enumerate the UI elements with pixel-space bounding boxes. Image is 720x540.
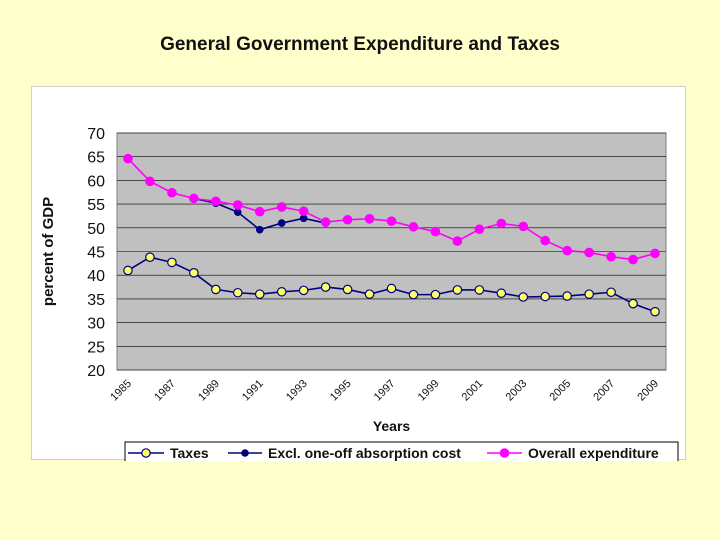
x-tick-2009: 2009: [635, 378, 661, 404]
y-tick-55: 55: [87, 197, 105, 214]
y-tick-65: 65: [87, 150, 105, 167]
point-taxes-1991: [254, 289, 265, 299]
legend-excl-label: Excl. one-off absorption cost: [268, 445, 461, 461]
legend-box: [124, 441, 679, 461]
point-excl-1990: [233, 208, 242, 216]
point-overall-1986: [145, 176, 155, 187]
y-tick-50: 50: [87, 221, 105, 238]
point-overall-1988: [189, 193, 199, 204]
point-taxes-1990: [232, 287, 243, 298]
point-overall-2006: [584, 247, 594, 258]
point-overall-1993: [298, 206, 309, 217]
x-tick-1991: 1991: [240, 378, 266, 404]
y-axis-label: percent of GDP: [40, 197, 57, 306]
x-tick-1989: 1989: [196, 378, 222, 404]
x-tick-2003: 2003: [504, 378, 530, 404]
point-taxes-2008: [628, 298, 638, 309]
point-overall-1999: [430, 226, 441, 237]
y-tick-45: 45: [87, 245, 105, 262]
point-taxes-1997: [386, 283, 397, 294]
point-taxes-1986: [145, 252, 155, 262]
x-tick-2007: 2007: [591, 378, 617, 404]
point-excl-1991: [255, 225, 264, 234]
y-tick-40: 40: [87, 268, 105, 285]
point-overall-2004: [540, 235, 551, 246]
slide-title: General Government Expenditure and Taxes: [160, 34, 560, 55]
point-taxes-1995: [342, 284, 353, 295]
point-overall-1987: [167, 187, 177, 198]
point-overall-2001: [474, 224, 485, 235]
point-taxes-1993: [298, 285, 309, 296]
point-overall-1997: [386, 216, 397, 226]
point-overall-2007: [606, 251, 616, 262]
point-overall-1991: [254, 206, 265, 217]
point-overall-1995: [342, 214, 353, 225]
point-overall-2000: [452, 236, 463, 246]
y-tick-70: 70: [87, 126, 105, 143]
data-series: [123, 153, 660, 317]
point-taxes-1985: [123, 265, 133, 276]
point-taxes-2002: [496, 288, 507, 299]
point-overall-1989: [211, 196, 221, 207]
legend-overall-label: Overall expenditure: [528, 445, 659, 461]
point-overall-1990: [232, 200, 243, 210]
point-overall-1992: [276, 202, 287, 212]
point-excl-1992: [277, 219, 286, 227]
legend-excl-marker: [241, 449, 249, 457]
point-taxes-1996: [364, 289, 375, 299]
point-taxes-2006: [584, 289, 594, 299]
point-taxes-1987: [167, 257, 177, 268]
point-taxes-1989: [211, 284, 221, 295]
point-overall-2009: [650, 248, 660, 259]
legend: Taxes Excl. one-off absorption cost Over…: [124, 441, 679, 461]
x-tick-1987: 1987: [152, 378, 178, 404]
x-tick-2005: 2005: [548, 378, 574, 404]
y-tick-25: 25: [87, 339, 105, 356]
y-tick-30: 30: [87, 316, 105, 333]
series-taxes: [123, 252, 660, 317]
point-excl-1993: [299, 214, 308, 223]
point-taxes-2001: [474, 285, 485, 295]
series-overall: [123, 153, 660, 265]
y-tick-20: 20: [87, 363, 105, 380]
x-tick-2001: 2001: [460, 378, 486, 404]
point-overall-2003: [518, 221, 529, 232]
y-tick-labels: 20 25 30 35 40 45 50 55 60 65 70: [87, 126, 105, 380]
legend-overall-marker: [499, 448, 510, 458]
point-taxes-2000: [452, 285, 463, 295]
point-taxes-1999: [430, 289, 441, 300]
point-overall-1985: [123, 153, 133, 164]
point-taxes-1994: [320, 282, 331, 292]
point-taxes-1998: [408, 289, 419, 300]
point-overall-1994: [320, 217, 331, 227]
x-tick-1985: 1985: [108, 378, 134, 404]
legend-taxes-marker: [141, 448, 151, 458]
y-tick-60: 60: [87, 173, 105, 190]
point-overall-2005: [562, 245, 572, 256]
chart-panel: 20 25 30 35 40 45 50 55 60 65 70 1985 1987 1989 1991 1…: [31, 86, 686, 461]
point-taxes-2004: [540, 291, 551, 302]
legend-taxes-label: Taxes: [170, 445, 209, 461]
y-tick-35: 35: [87, 292, 105, 309]
x-tick-1993: 1993: [284, 378, 310, 404]
point-taxes-2003: [518, 292, 529, 302]
point-taxes-2005: [562, 291, 572, 301]
point-overall-2008: [628, 254, 638, 265]
x-axis-label: Years: [373, 418, 411, 434]
x-tick-labels: 1985 1987 1989 1991 1993 1995 1997 1999 2001 2003…: [108, 378, 661, 404]
x-tick-1997: 1997: [372, 378, 398, 404]
point-taxes-2009: [650, 306, 660, 317]
point-overall-1998: [408, 222, 419, 232]
point-taxes-1988: [189, 268, 199, 278]
point-overall-1996: [364, 213, 375, 224]
x-tick-1999: 1999: [416, 378, 442, 404]
point-taxes-2007: [606, 287, 616, 298]
point-taxes-1992: [276, 286, 287, 297]
x-tick-1995: 1995: [328, 378, 354, 404]
point-overall-2002: [496, 218, 507, 229]
